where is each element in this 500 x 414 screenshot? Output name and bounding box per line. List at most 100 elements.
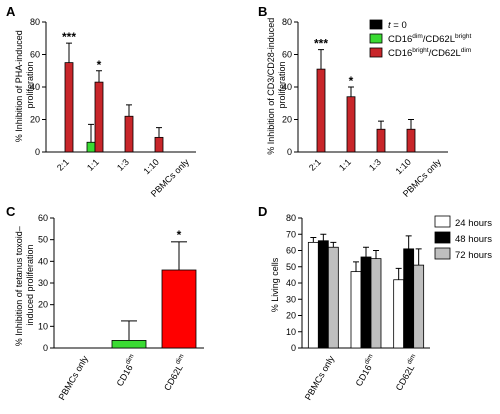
legend-label-b-1-mid: /CD62L bbox=[423, 34, 455, 45]
legend-swatch-b-2 bbox=[369, 47, 383, 58]
panel-label-c: C bbox=[6, 204, 16, 219]
panel-b: B % Inhibition of CD3/CD28-induced proli… bbox=[258, 4, 471, 199]
y-tick-label-d-6: 60 bbox=[286, 246, 296, 256]
x-tick-label-d-2-sup: dim bbox=[406, 353, 417, 366]
y-axis-label-b-line1: % Inhibition of CD3/CD28-induced bbox=[266, 18, 276, 155]
y-tick-label-a-2: 40 bbox=[30, 82, 40, 92]
x-tick-label-d-1: CD16dim bbox=[352, 353, 379, 388]
legend-b: t = 0CD16dim/CD62LbrightCD16bright/CD62L… bbox=[369, 19, 471, 59]
bar-b-0-s2 bbox=[316, 68, 326, 153]
bar-a-1-s2 bbox=[94, 81, 104, 153]
x-tick-label-d-0-main: PBMCs only bbox=[303, 354, 337, 402]
bar-b-3-s2 bbox=[406, 128, 416, 153]
legend-label-b-2: CD16bright/CD62Ldim bbox=[388, 47, 471, 59]
bar-d-2-s2 bbox=[413, 264, 425, 349]
x-tick-label-d-2: CD62Ldim bbox=[392, 353, 422, 393]
bar-a-0-s2 bbox=[64, 62, 74, 153]
x-tick-label-c-0-main: PBMCs only bbox=[57, 354, 91, 402]
legend-label-b-1: CD16dim/CD62Lbright bbox=[388, 33, 471, 45]
y-tick-label-d-7: 70 bbox=[286, 229, 296, 239]
y-tick-label-d-2: 20 bbox=[286, 311, 296, 321]
bar-d-2-s1 bbox=[403, 248, 415, 349]
legend-label-b-1-sup2: bright bbox=[455, 33, 471, 40]
legend-label-b-2-sup2: dim bbox=[461, 47, 471, 54]
x-tick-label-d-1-sup: dim bbox=[363, 353, 374, 366]
bar-c-1 bbox=[111, 340, 147, 349]
bar-d-2-s0 bbox=[393, 279, 405, 349]
x-tick-label-a-3: 1:10 bbox=[141, 157, 160, 176]
y-tick-label-c-3: 30 bbox=[38, 278, 48, 288]
legend-label-b-2-mid: /CD62L bbox=[429, 48, 461, 59]
bar-d-0-s1 bbox=[317, 240, 329, 349]
panel-label-a: A bbox=[6, 4, 16, 19]
y-tick-label-b-4: 80 bbox=[282, 17, 292, 27]
bar-d-1-s1 bbox=[360, 256, 372, 349]
y-tick-label-a-4: 80 bbox=[30, 17, 40, 27]
y-tick-label-c-5: 50 bbox=[38, 235, 48, 245]
legend-swatch-d-1 bbox=[434, 231, 451, 244]
legend-label-b-1-main: CD16 bbox=[388, 34, 412, 45]
y-tick-label-d-1: 10 bbox=[286, 327, 296, 337]
y-axis-label-d: % Living cells bbox=[270, 257, 280, 312]
y-tick-label-b-0: 0 bbox=[287, 147, 292, 157]
y-axis-label-b: % Inhibition of CD3/CD28-induced prolife… bbox=[266, 15, 287, 155]
y-axis-label-c-line1: % Inhibition of tetanus toxoid– bbox=[14, 226, 24, 346]
x-tick-label-b-0: 2:1 bbox=[307, 157, 323, 173]
legend-swatch-b-0 bbox=[369, 19, 383, 30]
significance-c-2: * bbox=[177, 228, 182, 242]
bar-a-3-s2 bbox=[154, 136, 164, 153]
y-axis-label-c: % Inhibition of tetanus toxoid– induced … bbox=[14, 224, 35, 347]
y-tick-label-c-2: 20 bbox=[38, 300, 48, 310]
legend-label-b-0-main: = 0 bbox=[391, 20, 407, 31]
x-tick-label-d-1-main: CD16 bbox=[354, 363, 374, 388]
y-tick-label-c-0: 0 bbox=[43, 343, 48, 353]
y-tick-label-a-0: 0 bbox=[35, 147, 40, 157]
bar-b-1-s2 bbox=[346, 96, 356, 153]
bar-d-1-s0 bbox=[350, 271, 362, 349]
x-tick-label-c-2: CD62Ldim bbox=[160, 353, 190, 393]
panel-a: A % Inhibition of PHA-induced proliferat… bbox=[6, 4, 196, 199]
y-tick-label-b-3: 60 bbox=[282, 50, 292, 60]
y-axis-label-b-line2: proliferation bbox=[277, 61, 287, 108]
y-tick-label-b-1: 20 bbox=[282, 115, 292, 125]
y-tick-label-d-5: 50 bbox=[286, 262, 296, 272]
panel-label-b: B bbox=[258, 4, 267, 19]
bar-c-2 bbox=[161, 269, 197, 349]
significance-a-1: * bbox=[97, 58, 102, 72]
bar-a-2-s2 bbox=[124, 115, 134, 153]
legend-label-d-1: 48 hours bbox=[455, 234, 492, 245]
y-tick-label-c-1: 10 bbox=[38, 321, 48, 331]
legend-swatch-d-0 bbox=[434, 215, 451, 228]
x-tick-label-c-1-main: CD16 bbox=[115, 363, 135, 388]
x-tick-label-b-2: 1:3 bbox=[367, 157, 383, 173]
x-tick-label-b-3: 1:10 bbox=[393, 157, 412, 176]
panel-c: C % Inhibition of tetanus toxoid– induce… bbox=[6, 204, 204, 402]
x-tick-label-a-2: 1:3 bbox=[115, 157, 131, 173]
bar-a-1-s1 bbox=[86, 141, 96, 153]
x-tick-label-c-2-main: CD62L bbox=[162, 363, 185, 392]
panel-label-d: D bbox=[258, 204, 267, 219]
legend-swatch-b-1 bbox=[369, 33, 383, 44]
x-tick-label-c-1-sup: dim bbox=[124, 353, 135, 366]
x-tick-label-a-0: 2:1 bbox=[55, 157, 71, 173]
legend-label-b-0-italic: t bbox=[388, 20, 391, 31]
x-tick-label-a-1: 1:1 bbox=[85, 157, 101, 173]
y-axis-label-c-line2: induced proliferation bbox=[25, 244, 35, 325]
y-axis-label-a-line1: % Inhibition of PHA-induced bbox=[14, 30, 24, 142]
y-axis-label-d-line1: % Living cells bbox=[270, 257, 280, 312]
legend-label-b-0: t = 0 bbox=[388, 20, 407, 31]
bar-d-0-s0 bbox=[307, 241, 319, 349]
significance-a-0: *** bbox=[62, 30, 76, 44]
legend-label-b-1-sup1: dim bbox=[412, 33, 422, 40]
y-tick-label-b-2: 40 bbox=[282, 82, 292, 92]
legend-label-d-2: 72 hours bbox=[455, 250, 492, 261]
legend-swatch-d-2 bbox=[434, 247, 451, 260]
legend-d: 24 hours 48 hours 72 hours bbox=[434, 215, 492, 261]
x-tick-label-c-1: CD16dim bbox=[113, 353, 140, 388]
y-tick-label-d-8: 80 bbox=[286, 213, 296, 223]
x-tick-label-d-0: PBMCs only bbox=[303, 354, 337, 402]
bar-d-0-s2 bbox=[327, 246, 339, 349]
y-tick-label-c-6: 60 bbox=[38, 213, 48, 223]
